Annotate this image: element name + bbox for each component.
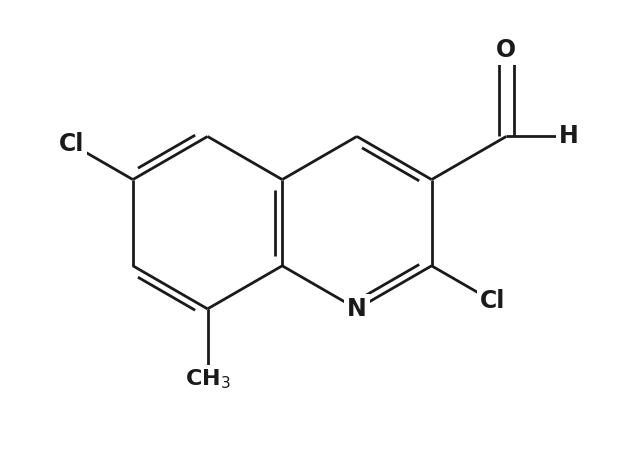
Text: CH$_3$: CH$_3$: [185, 368, 230, 392]
Text: O: O: [496, 38, 516, 62]
Text: N: N: [347, 297, 367, 321]
Text: H: H: [559, 124, 579, 149]
Text: Cl: Cl: [59, 132, 84, 156]
Text: Cl: Cl: [480, 289, 506, 313]
